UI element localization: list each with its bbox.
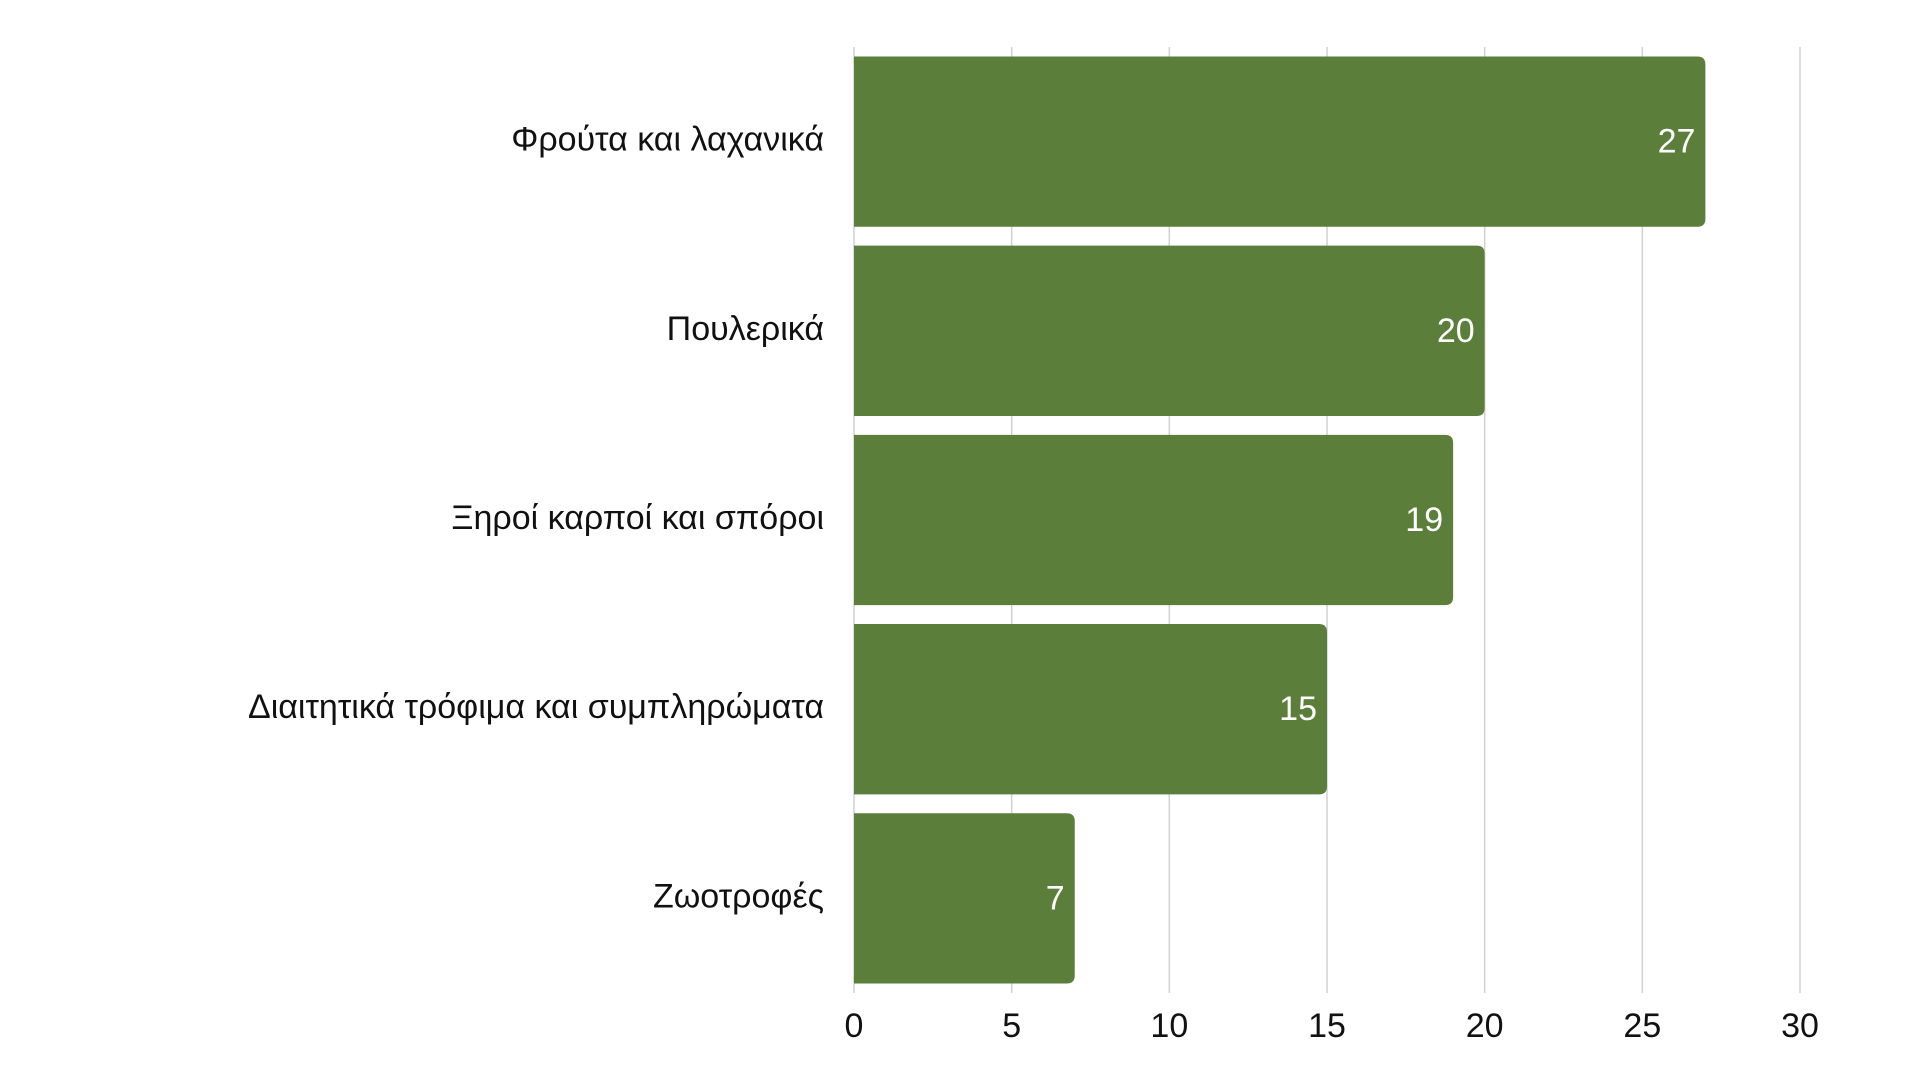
x-tick-label: 25	[1623, 1007, 1661, 1045]
y-tick-label: Πουλερικά	[667, 310, 824, 348]
bar	[854, 624, 1327, 795]
value-label: 20	[1437, 312, 1475, 350]
y-tick-label: Φρούτα και λαχανικά	[511, 121, 824, 159]
bar	[854, 434, 1454, 606]
value-label: 7	[1046, 879, 1065, 917]
y-tick-label: Ξηροί καρποί και σπόροι	[451, 499, 824, 537]
x-tick-label: 0	[845, 1007, 864, 1045]
value-label: 19	[1405, 501, 1443, 539]
x-tick-label: 10	[1150, 1007, 1188, 1045]
x-tick-label: 15	[1308, 1007, 1346, 1045]
y-tick-label: Ζωοτροφές	[653, 877, 824, 915]
x-tick-label: 30	[1781, 1007, 1819, 1045]
x-tick-label: 5	[1002, 1007, 1021, 1045]
bar	[854, 56, 1706, 227]
bar	[854, 245, 1485, 416]
value-label: 27	[1658, 123, 1696, 161]
x-tick-label: 20	[1466, 1007, 1504, 1045]
bar	[854, 813, 1075, 984]
value-label: 15	[1279, 690, 1317, 728]
y-tick-label: Διαιτητικά τρόφιμα και συμπληρώματα	[248, 688, 824, 726]
